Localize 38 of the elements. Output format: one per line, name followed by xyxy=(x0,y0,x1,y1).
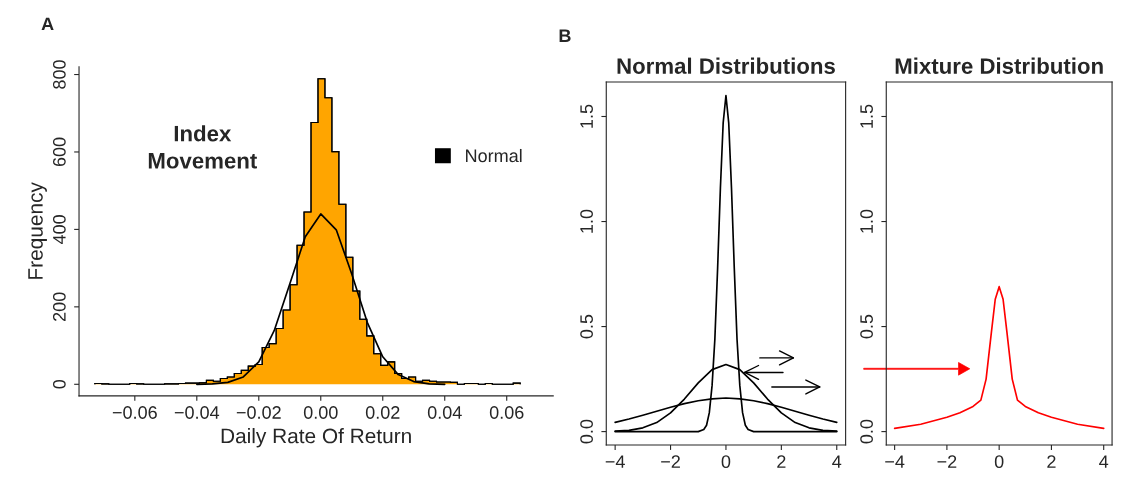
y-tick-label: 1.5 xyxy=(580,104,593,128)
x-tick-label: 0.04 xyxy=(427,406,462,419)
x-tick-label: −0.04 xyxy=(174,406,220,419)
x-axis-title: Daily Rate Of Return xyxy=(221,428,411,448)
x-tick-label: 4 xyxy=(1099,455,1109,468)
y-tick-label: 0.5 xyxy=(860,314,873,339)
y-tick-label: 400 xyxy=(52,215,66,245)
y-tick-label: 1.0 xyxy=(580,209,593,233)
y-tick-label: 1.5 xyxy=(860,104,873,128)
x-tick-label: 4 xyxy=(832,455,842,468)
y-tick-label: 800 xyxy=(52,60,66,89)
legend-label: Normal xyxy=(466,148,522,163)
x-tick-label: 0 xyxy=(994,455,1004,469)
y-tick-label: 0.5 xyxy=(580,314,593,339)
annotation: Index Movement xyxy=(148,125,257,169)
x-tick-label: −2 xyxy=(937,455,957,468)
x-tick-label: 0.00 xyxy=(303,406,338,419)
x-tick-label: 0.02 xyxy=(365,406,400,419)
x-tick-label: 0.06 xyxy=(489,406,524,419)
x-tick-label: 2 xyxy=(777,455,786,468)
x-tick-label: −0.02 xyxy=(236,406,281,419)
y-tick-label: 0.0 xyxy=(580,419,593,444)
chart-title: Mixture Distribution xyxy=(895,57,1103,74)
y-tick-label: 200 xyxy=(52,292,66,321)
x-tick-label: −4 xyxy=(605,455,625,468)
y-tick-label: 1.0 xyxy=(860,209,873,233)
y-axis-title: Frequency xyxy=(28,182,47,279)
chart-title: Normal Distributions xyxy=(617,57,835,74)
x-tick-label: −2 xyxy=(661,455,680,468)
x-tick-label: −0.06 xyxy=(112,406,157,419)
text: A xyxy=(41,17,54,31)
x-tick-label: 0 xyxy=(721,455,731,469)
x-tick-label: −4 xyxy=(885,455,905,468)
y-tick-label: 0.0 xyxy=(860,419,873,444)
y-tick-label: 0 xyxy=(52,379,66,389)
y-tick-label: 600 xyxy=(52,137,66,167)
text: B xyxy=(559,29,571,42)
x-tick-label: 2 xyxy=(1047,455,1056,468)
